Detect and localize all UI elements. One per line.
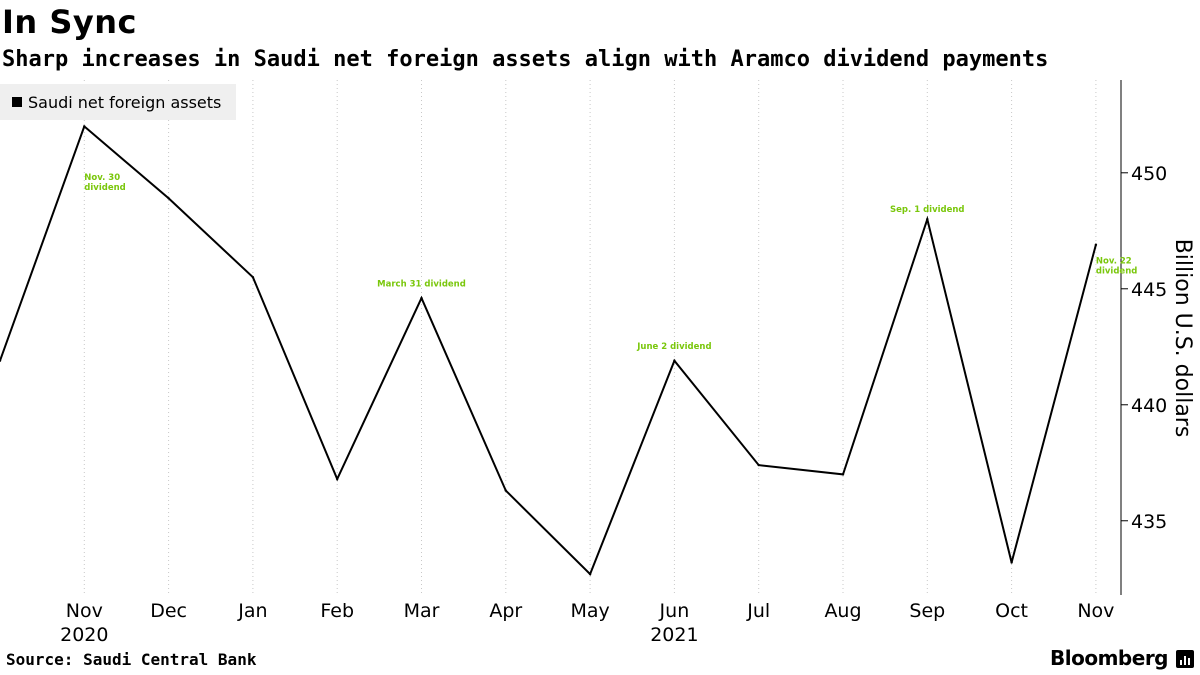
x-tick-label: Jul (746, 600, 770, 622)
data-point (251, 275, 255, 279)
source-note: Source: Saudi Central Bank (6, 650, 257, 669)
data-point (1010, 561, 1013, 564)
legend-swatch (12, 97, 22, 107)
x-tick-label: Mar (404, 600, 440, 622)
x-year-label: 2021 (650, 624, 698, 646)
data-point (0, 359, 2, 362)
data-point (1094, 243, 1098, 246)
data-point (420, 296, 423, 300)
x-tick-label: Sep (909, 600, 945, 622)
data-point (336, 477, 339, 481)
legend-label: Saudi net foreign assets (28, 92, 222, 112)
x-tick-label: Dec (150, 600, 187, 622)
x-tick-label: Apr (489, 600, 522, 622)
dividend-annotation-line: dividend (84, 183, 125, 193)
x-tick-label: Nov (66, 600, 103, 622)
y-tick-label: 445 (1131, 279, 1167, 301)
data-point (673, 359, 676, 362)
series-layer (0, 124, 1098, 576)
dividend-annotation: March 31 dividend (377, 279, 466, 289)
dividend-annotation-line: Nov. 22 (1096, 256, 1132, 266)
bloomberg-chart-icon (1176, 650, 1194, 668)
x-gridlines (83, 80, 1097, 595)
dividend-annotation-line: dividend (1096, 266, 1137, 276)
dividend-annotation-line: March 31 dividend (377, 279, 466, 289)
x-year-label: 2020 (60, 624, 108, 646)
dividend-annotation-line: Sep. 1 dividend (890, 205, 964, 215)
data-point (926, 217, 929, 221)
dividend-annotation: Nov. 22 dividend (1096, 256, 1137, 276)
y-tick-label: 440 (1131, 395, 1167, 417)
dividend-annotation: Nov. 30 dividend (84, 173, 125, 193)
data-point (841, 473, 845, 476)
series-line (0, 124, 1097, 576)
x-tick-label: Nov (1077, 600, 1114, 622)
x-tick-label: Oct (995, 600, 1028, 622)
chart-subtitle: Sharp increases in Saudi net foreign ass… (2, 47, 1049, 72)
y-axis: 435 440 445 450 (1120, 80, 1167, 595)
y-axis-label: Billion U.S. dollars (1170, 239, 1195, 438)
dividend-annotation: Sep. 1 dividend (890, 205, 964, 215)
data-point (588, 572, 592, 576)
x-tick-label: Feb (320, 600, 354, 622)
x-tick-label: Jan (237, 600, 267, 622)
x-tick-label: May (570, 600, 609, 622)
legend: Saudi net foreign assets (0, 84, 236, 120)
dividend-annotation-line: Nov. 30 (84, 173, 120, 183)
y-tick-label: 450 (1131, 163, 1167, 185)
x-tick-label: Aug (824, 600, 861, 622)
brand-logo: Bloomberg (1050, 646, 1168, 670)
x-tick-label: Jun (659, 600, 690, 622)
data-point (757, 463, 760, 467)
data-point (167, 197, 170, 200)
data-point (83, 125, 86, 128)
data-point (504, 489, 507, 492)
y-tick-label: 435 (1131, 511, 1167, 533)
chart-title: In Sync (2, 3, 137, 41)
dividend-annotation-line: June 2 dividend (636, 342, 711, 352)
dividend-annotation: June 2 dividend (636, 342, 711, 352)
x-axis-ticks: Nov Dec Jan Feb Mar Apr May Jun Jul Aug Sep Oct Nov2… (60, 600, 1114, 646)
